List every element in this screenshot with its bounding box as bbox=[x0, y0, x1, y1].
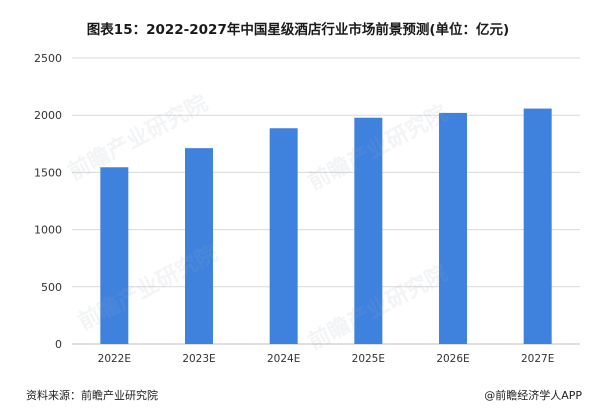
x-tick-label: 2025E bbox=[352, 353, 385, 365]
source-note: 资料来源：前瞻产业研究院 bbox=[26, 389, 158, 402]
bar-2026E bbox=[439, 112, 467, 344]
bar-2025E bbox=[354, 117, 383, 344]
brand-note: @前瞻经济学人APP bbox=[484, 389, 582, 402]
x-tick-label: 2027E bbox=[521, 353, 554, 365]
y-tick-label: 1000 bbox=[34, 224, 62, 237]
y-tick-label: 2000 bbox=[34, 109, 62, 122]
y-tick-label: 1500 bbox=[34, 166, 62, 179]
chart-title: 图表15：2022-2027年中国星级酒店行业市场前景预测(单位：亿元) bbox=[86, 22, 510, 38]
bar-2027E bbox=[523, 108, 552, 345]
y-tick-label: 0 bbox=[55, 338, 62, 351]
y-tick-label: 500 bbox=[41, 281, 62, 294]
x-axis-ticks: 2022E 2023E 2024E 2025E 2026E 2027E bbox=[98, 353, 555, 365]
x-tick-label: 2022E bbox=[98, 353, 131, 365]
grid-lines bbox=[72, 57, 580, 345]
y-axis-ticks: 0 500 1000 1500 2000 2500 bbox=[34, 52, 62, 351]
bar-2024E bbox=[269, 128, 298, 344]
bar-2022E bbox=[100, 167, 129, 344]
x-tick-label: 2026E bbox=[436, 353, 469, 365]
x-tick-label: 2023E bbox=[182, 353, 215, 365]
bar-2023E bbox=[185, 148, 213, 344]
y-tick-label: 2500 bbox=[34, 52, 62, 65]
x-tick-label: 2024E bbox=[267, 353, 300, 365]
bars bbox=[100, 108, 552, 345]
